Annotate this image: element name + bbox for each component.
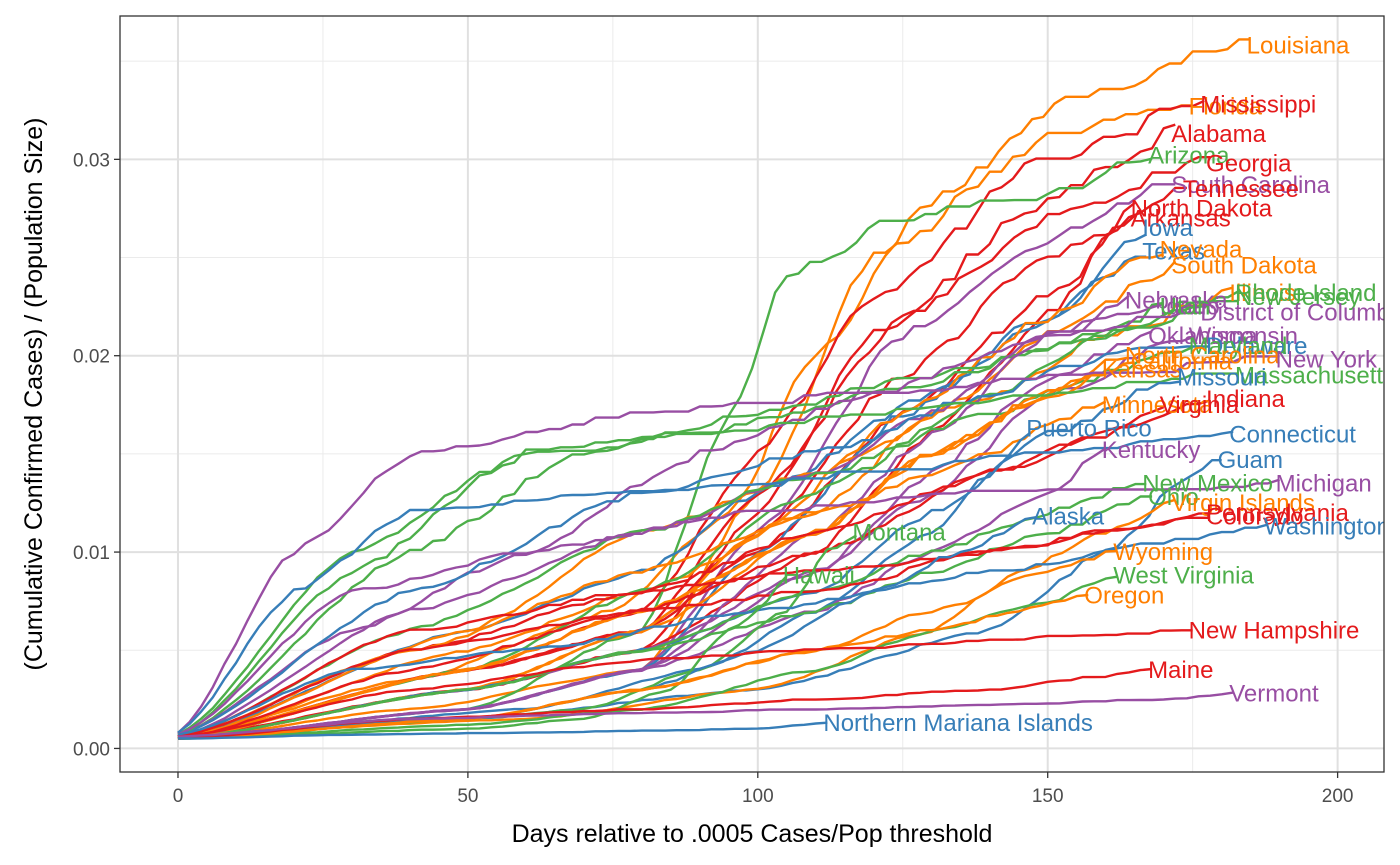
series-label-guam: Guam (1218, 447, 1283, 474)
series-label-delaware: Delaware (1206, 333, 1307, 360)
series-label-south-dakota: South Dakota (1171, 252, 1317, 279)
series-label-wisconsin: Wisconsin (1189, 323, 1298, 350)
series-label-new-jersey: New Jersey (1235, 284, 1360, 311)
y-tick-label: 0.03 (73, 150, 110, 171)
series-label-north-carolina: North Carolina (1125, 343, 1280, 370)
series-label-illinois: Illinois (1229, 280, 1296, 307)
axes: 0 50 100 150 200 0.00 0.01 0.02 0.03 (73, 150, 1353, 807)
series-label-michigan: Michigan (1276, 470, 1372, 497)
series-label-alabama: Alabama (1171, 121, 1266, 148)
series-label-georgia: Georgia (1206, 150, 1292, 177)
series-line-northern-mariana-islands (178, 721, 828, 740)
series-label-minnesota: Minnesota (1102, 392, 1213, 419)
series-line-kentucky (177, 447, 1107, 740)
series-line-virginia (177, 405, 1165, 740)
x-tick-label: 0 (173, 786, 184, 807)
series-label-west-virginia: West Virginia (1113, 563, 1254, 590)
series-label-north-dakota: North Dakota (1131, 195, 1273, 222)
series-line-louisiana (177, 38, 1251, 738)
series-line-new-hampshire (177, 629, 1193, 738)
series-label-ohio: Ohio (1148, 484, 1199, 511)
series-line-kansas (177, 372, 1106, 738)
series-label-northern-mariana-islands: Northern Mariana Islands (823, 710, 1092, 737)
x-axis-title: Days relative to .0005 Cases/Pop thresho… (512, 820, 993, 848)
series-label-vermont: Vermont (1229, 680, 1319, 707)
series-label-kentucky: Kentucky (1102, 437, 1201, 464)
series-label-nevada: Nevada (1160, 237, 1243, 264)
series-label-rhode-island: Rhode Island (1235, 280, 1376, 307)
x-tick-label: 50 (457, 786, 478, 807)
series-label-utah: Utah (1160, 294, 1211, 321)
series-label-oregon: Oregon (1084, 582, 1164, 609)
series-label-massachusetts: Massachusetts (1235, 362, 1395, 389)
series-label-alaska: Alaska (1032, 504, 1105, 531)
series-label-wyoming: Wyoming (1113, 539, 1213, 566)
series-label-pennsylvania: Pennsylvania (1206, 500, 1349, 527)
plot-panel-border (119, 15, 1385, 773)
series-label-south-carolina: South Carolina (1171, 172, 1330, 199)
series-label-montana: Montana (852, 519, 946, 546)
series-label-virgin-islands: Virgin Islands (1171, 490, 1315, 517)
series-label-florida: Florida (1189, 93, 1263, 120)
series-label-arkansas: Arkansas (1131, 205, 1231, 232)
series-label-mississippi: Mississippi (1200, 91, 1316, 118)
series-label-indiana: Indiana (1206, 386, 1285, 413)
series-line-connecticut (177, 430, 1234, 734)
x-tick-label: 200 (1322, 786, 1354, 807)
series-label-washington: Washington (1264, 514, 1390, 541)
series-label-kansas: Kansas (1102, 356, 1182, 383)
series-label-california: California (1131, 349, 1233, 376)
series-label-district-of-columbia: District of Columbia (1200, 300, 1400, 327)
x-tick-label: 150 (1032, 786, 1064, 807)
y-tick-label: 0.02 (73, 347, 110, 368)
series-label-new-mexico: New Mexico (1142, 470, 1273, 497)
series-line-new-york (177, 355, 1280, 734)
series-label-arizona: Arizona (1148, 142, 1230, 169)
series-label-virginia: Virginia (1160, 392, 1240, 419)
y-axis-title: (Cumulative Confirmed Cases) / (Populati… (20, 118, 48, 671)
series-label-idaho: Idaho (1160, 294, 1220, 321)
series-label-new-york: New York (1276, 347, 1378, 374)
series-label-oklahoma: Oklahoma (1148, 323, 1258, 350)
series-label-texas: Texas (1142, 239, 1205, 266)
series-label-louisiana: Louisiana (1247, 32, 1350, 59)
x-tick-label: 100 (742, 786, 774, 807)
y-tick-label: 0.01 (73, 543, 110, 564)
series-label-colorado: Colorado (1206, 504, 1303, 531)
y-tick-label: 0.00 (73, 739, 110, 760)
series-label-connecticut: Connecticut (1229, 421, 1356, 448)
series-line-massachusetts (177, 372, 1239, 738)
series-line-district-of-columbia (177, 311, 1205, 736)
series-label-tennessee: Tennessee (1183, 176, 1299, 203)
series-label-nebraska: Nebraska (1125, 288, 1228, 315)
series-label-puerto-rico: Puerto Rico (1026, 415, 1151, 442)
series-line-oregon (177, 593, 1089, 740)
series-label-hawaii: Hawaii (783, 563, 855, 590)
series-label-new-hampshire: New Hampshire (1189, 618, 1360, 645)
series-label-maine: Maine (1148, 657, 1213, 684)
series-label-maryland: Maryland (1189, 333, 1288, 360)
series-line-michigan (177, 478, 1280, 736)
series-label-missouri: Missouri (1177, 364, 1266, 391)
series-line-vermont (177, 691, 1234, 738)
series-label-iowa: Iowa (1142, 215, 1193, 242)
series-line-washington (177, 523, 1269, 736)
series-lines (177, 38, 1280, 740)
